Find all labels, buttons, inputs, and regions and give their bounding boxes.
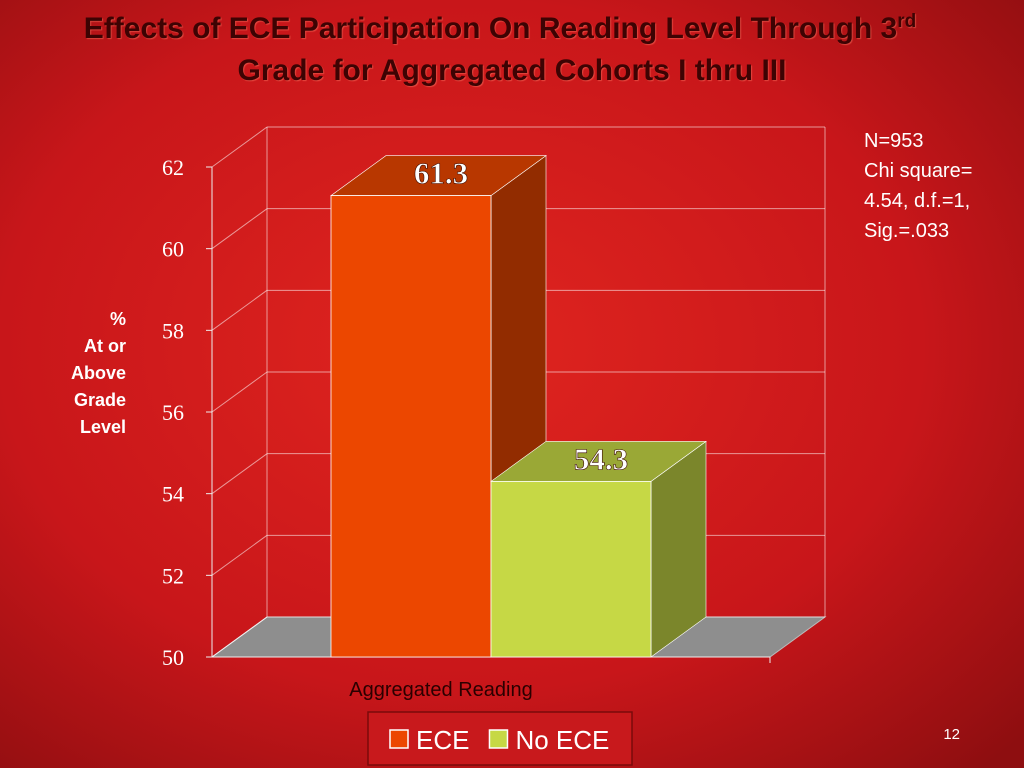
data-label: 54.3 <box>574 441 628 476</box>
y-axis-label: Level <box>80 417 126 437</box>
title-text: Effects of ECE Participation On Reading … <box>84 12 897 45</box>
grid-line <box>211 371 268 413</box>
y-axis-label: Grade <box>74 390 126 410</box>
y-tick-label: 52 <box>162 563 184 588</box>
grid-line <box>211 534 268 576</box>
legend-label: ECE <box>416 725 469 755</box>
y-axis-label: % <box>110 309 126 329</box>
legend-swatch <box>389 729 409 749</box>
y-tick-label: 62 <box>162 155 184 180</box>
title-superscript: rd <box>897 11 916 32</box>
y-axis-label: Above <box>71 363 126 383</box>
bar <box>330 195 492 658</box>
data-label: 61.3 <box>414 156 468 191</box>
y-tick-label: 50 <box>162 645 184 670</box>
annotation: N=953 <box>864 130 924 152</box>
annotation: Chi square= <box>864 160 972 182</box>
y-tick-label: 60 <box>162 237 184 262</box>
bar <box>490 481 652 658</box>
y-tick-label: 58 <box>162 318 184 343</box>
x-axis-label: Aggregated Reading <box>349 679 532 701</box>
chart-title: Grade for Aggregated Cohorts I thru III <box>238 54 787 87</box>
legend-label: No ECE <box>515 725 609 755</box>
annotation: Sig.=.033 <box>864 220 949 242</box>
grid-line <box>211 289 268 331</box>
y-axis-label: At or <box>84 336 126 356</box>
annotation: 4.54, d.f.=1, <box>864 190 970 212</box>
grid-line <box>211 453 268 495</box>
chart-title: Effects of ECE Participation On Reading … <box>84 11 916 45</box>
y-tick-label: 54 <box>162 482 184 507</box>
y-tick-label: 56 <box>162 400 184 425</box>
grid-line <box>211 616 268 658</box>
legend-swatch <box>488 729 509 749</box>
grid-line <box>211 208 268 250</box>
grid-line <box>211 126 268 168</box>
page-number: 12 <box>943 726 960 743</box>
chart: Effects of ECE Participation On Reading … <box>71 11 972 766</box>
